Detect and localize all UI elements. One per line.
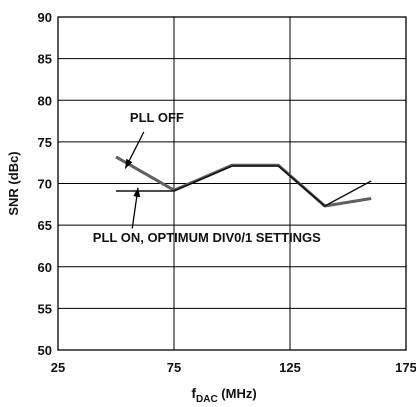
annotation-arrowhead-2 bbox=[133, 187, 141, 198]
annotation-label-2: PLL ON, OPTIMUM DIV0/1 SETTINGS bbox=[93, 230, 321, 245]
x-axis-title: fDAC (MHz) bbox=[191, 385, 256, 405]
y-tick-label: 85 bbox=[38, 52, 52, 67]
y-tick-label: 55 bbox=[38, 301, 52, 316]
y-tick-label: 65 bbox=[38, 218, 52, 233]
y-tick-label: 60 bbox=[38, 260, 52, 275]
y-tick-label: 90 bbox=[38, 10, 52, 25]
annotations: PLL OFF PLL ON, OPTIMUM DIV0/1 SETTINGS bbox=[93, 110, 321, 245]
y-tick-label: 80 bbox=[38, 93, 52, 108]
y-axis-title: SNR (dBc) bbox=[6, 151, 21, 215]
series-line-2 bbox=[116, 165, 372, 207]
x-axis-title-subscript: DAC bbox=[196, 394, 218, 405]
series-line-1 bbox=[115, 155, 372, 208]
series-lines bbox=[115, 155, 372, 208]
annotation-label-1: PLL OFF bbox=[130, 110, 184, 125]
x-tick-label: 125 bbox=[279, 360, 301, 375]
grid bbox=[58, 17, 406, 350]
tick-labels: 50 55 60 65 70 75 80 85 90 25 75 125 175 bbox=[38, 10, 416, 375]
annotation-arrowhead-1 bbox=[125, 158, 133, 169]
x-tick-label: 75 bbox=[167, 360, 181, 375]
y-tick-label: 75 bbox=[38, 135, 52, 150]
y-tick-label: 50 bbox=[38, 343, 52, 358]
x-tick-label: 175 bbox=[395, 360, 416, 375]
x-axis-title-unit: (MHz) bbox=[218, 386, 257, 401]
x-axis-title-main: f bbox=[191, 385, 196, 401]
x-tick-label: 25 bbox=[51, 360, 65, 375]
y-tick-label: 70 bbox=[38, 177, 52, 192]
plot-frame bbox=[57, 16, 407, 351]
